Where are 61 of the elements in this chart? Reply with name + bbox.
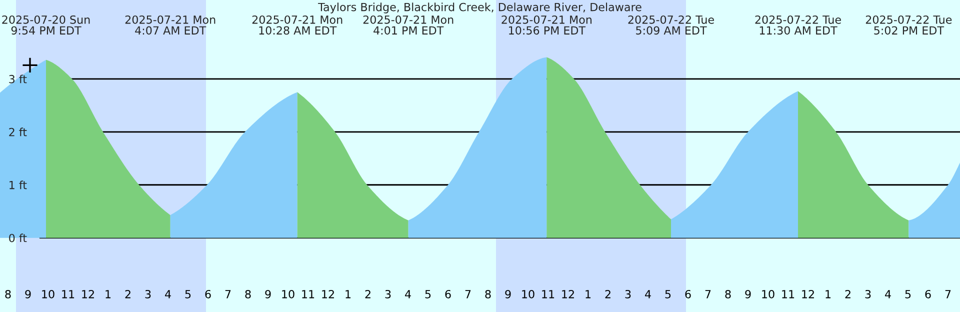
x-tick-label: 9 <box>745 290 751 298</box>
x-tick-label: 7 <box>705 290 711 298</box>
x-tick-label: 8 <box>245 290 251 298</box>
x-tick-label: 8 <box>725 290 731 298</box>
x-tick-label: 12 <box>82 290 94 298</box>
annotation: 2025-07-21 Mon 4:01 PM EDT <box>363 15 454 35</box>
y-tick-label: 2 ft <box>9 128 27 136</box>
annotation: 2025-07-20 Sun 9:54 PM EDT <box>2 15 90 35</box>
x-tick-label: 9 <box>265 290 271 298</box>
x-tick-label: 7 <box>945 290 951 298</box>
x-tick-label: 10 <box>42 290 54 298</box>
x-tick-label: 7 <box>225 290 231 298</box>
x-tick-label: 1 <box>826 290 831 298</box>
x-tick-label: 9 <box>505 290 511 298</box>
x-tick-label: 3 <box>385 290 391 298</box>
x-tick-label: 3 <box>865 290 871 298</box>
x-tick-label: 6 <box>445 290 451 298</box>
x-tick-label: 6 <box>205 290 211 298</box>
x-tick-label: 12 <box>562 290 574 298</box>
x-tick-label: 11 <box>782 290 794 298</box>
x-tick-label: 10 <box>282 290 294 298</box>
x-tick-label: 10 <box>522 290 534 298</box>
annotation: 2025-07-21 Mon 10:28 AM EDT <box>252 15 342 35</box>
y-tick-label: 0 ft <box>9 234 27 242</box>
x-tick-label: 4 <box>885 290 891 298</box>
x-tick-label: 2 <box>125 290 130 298</box>
x-tick-label: 7 <box>465 290 471 298</box>
x-tick-label: 9 <box>25 290 31 298</box>
annotation: 2025-07-21 Mon 10:56 PM EDT <box>502 15 592 35</box>
x-tick-label: 5 <box>425 290 431 298</box>
x-tick-label: 2 <box>845 290 850 298</box>
chart-title: Taylors Bridge, Blackbird Creek, Delaware River, Delaware <box>318 2 642 14</box>
x-tick-label: 12 <box>802 290 814 298</box>
x-tick-label: 5 <box>665 290 671 298</box>
x-tick-label: 1 <box>586 290 591 298</box>
x-tick-label: 8 <box>485 290 491 298</box>
x-tick-label: 5 <box>185 290 191 298</box>
x-tick-label: 11 <box>302 290 314 298</box>
y-tick-label: 3 ft <box>9 74 27 84</box>
annotation: 2025-07-22 Tue 11:30 AM EDT <box>755 15 841 35</box>
x-tick-label: 4 <box>405 290 411 298</box>
y-tick-label: 1 ft <box>10 180 27 190</box>
annotation: 2025-07-21 Mon 4:07 AM EDT <box>125 15 216 35</box>
x-tick-label: 6 <box>925 290 931 298</box>
x-tick-label: 10 <box>762 290 774 298</box>
x-tick-label: 3 <box>145 290 151 298</box>
x-tick-label: 5 <box>905 290 911 298</box>
x-tick-label: 11 <box>542 290 554 298</box>
x-tick-label: 2 <box>365 290 370 298</box>
annotation: 2025-07-22 Tue 5:02 PM EDT <box>866 15 952 35</box>
annotation: 2025-07-22 Tue 5:09 AM EDT <box>628 15 714 35</box>
x-tick-label: 1 <box>346 290 351 298</box>
x-tick-label: 4 <box>165 290 171 298</box>
x-tick-label: 11 <box>62 290 74 298</box>
x-tick-label: 4 <box>645 290 651 298</box>
x-tick-label: 2 <box>605 290 610 298</box>
x-tick-label: 1 <box>106 290 111 298</box>
x-tick-label: 12 <box>322 290 334 298</box>
x-tick-label: 6 <box>685 290 691 298</box>
x-tick-label: 8 <box>5 290 11 298</box>
x-tick-label: 3 <box>625 290 631 298</box>
